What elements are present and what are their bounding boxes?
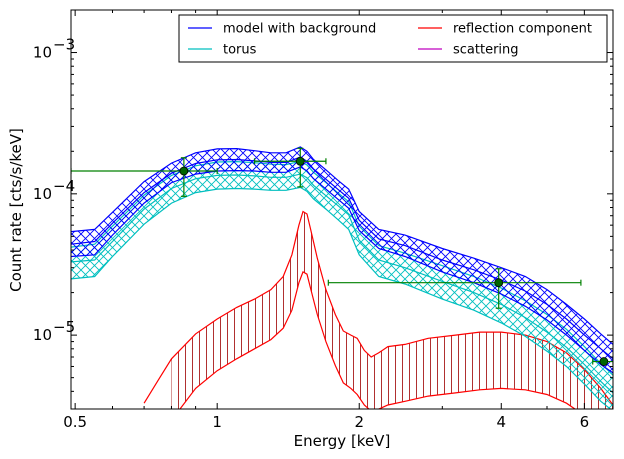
x-axis-title: Energy [keV] — [294, 432, 391, 450]
x-tick-labels: 0.5 1 2 4 6 — [63, 413, 589, 431]
data-point-marker — [179, 166, 189, 176]
series-mid-line-model-with-background — [71, 156, 613, 360]
series-upper-line-model-with-background — [71, 146, 613, 345]
series-band-torus — [71, 161, 613, 409]
y-tick-label: 10 — [33, 185, 52, 203]
data-points-layer — [71, 147, 613, 366]
plot-frame — [70, 9, 614, 410]
series-layer — [71, 146, 613, 409]
legend-label-reflection-component: reflection component — [453, 22, 592, 37]
y-tick-label-exponent: −5 — [53, 318, 75, 336]
legend-label-model-with-background: model with background — [223, 22, 376, 37]
y-tick-labels: 10−510−410−3 — [33, 36, 75, 345]
series-lower-line-reflection-component — [179, 271, 577, 409]
data-point-0 — [71, 157, 218, 197]
x-tick-label: 6 — [580, 413, 590, 431]
legend: model with background reflection compone… — [178, 14, 608, 63]
data-point-marker — [494, 278, 504, 288]
x-tick-label: 4 — [496, 413, 506, 431]
series-reflection-component — [143, 210, 613, 409]
y-axis-title: Count rate [cts/s/keV] — [7, 128, 25, 292]
series-lower-line-torus — [71, 186, 612, 409]
data-point-1 — [253, 147, 327, 188]
x-tick-label: 2 — [354, 413, 364, 431]
x-tick-label: 1 — [212, 413, 222, 431]
data-point-2 — [327, 268, 582, 309]
y-tick-label-exponent: −4 — [53, 177, 75, 195]
legend-label-torus: torus — [223, 43, 257, 58]
series-band-reflection-component — [171, 211, 613, 409]
y-tick-label-exponent: −3 — [53, 36, 75, 54]
y-tick-label: 10 — [33, 326, 52, 344]
series-upper-line-reflection-component — [143, 210, 613, 406]
x-tick-label: 0.5 — [63, 413, 87, 431]
data-point-marker — [295, 156, 305, 166]
legend-label-scattering: scattering — [453, 43, 519, 58]
series-mid-line-torus — [71, 173, 613, 394]
data-point-marker — [599, 357, 609, 366]
series-model-with-background — [71, 146, 613, 374]
legend-box — [178, 14, 608, 63]
series-lower-line-model-with-background — [71, 166, 613, 374]
y-tick-label: 10 — [33, 44, 52, 62]
data-point-3 — [592, 357, 613, 366]
